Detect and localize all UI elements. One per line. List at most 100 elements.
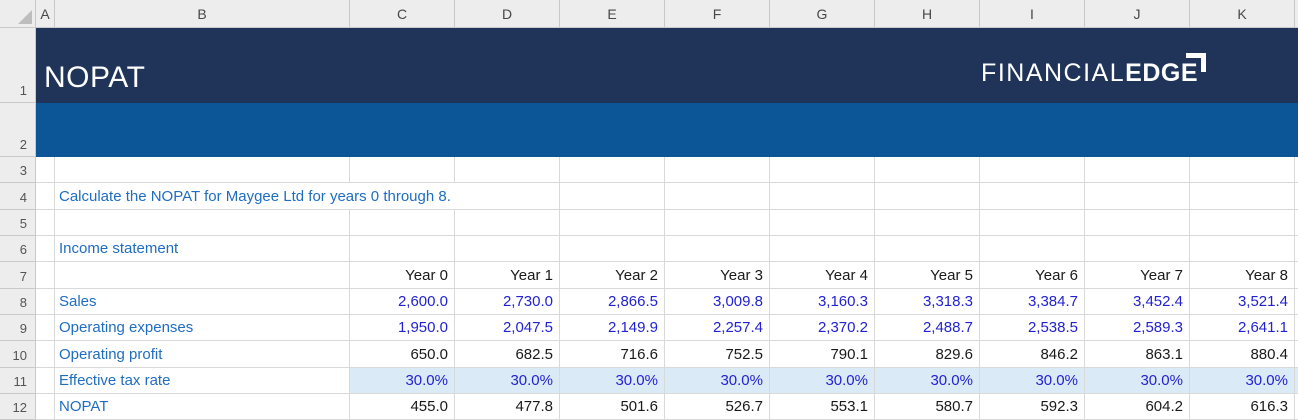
value-cell[interactable]: 2,488.7 (875, 315, 980, 340)
value-cell[interactable]: 592.3 (980, 394, 1085, 419)
column-header-F[interactable]: F (665, 0, 770, 27)
cell-empty[interactable] (1190, 236, 1295, 261)
row-label-cell[interactable]: Effective tax rate (55, 368, 350, 393)
cell-empty[interactable] (770, 236, 875, 261)
value-cell[interactable]: 3,009.8 (665, 289, 770, 314)
value-cell[interactable]: 1,950.0 (350, 315, 455, 340)
cell-empty[interactable] (455, 157, 560, 182)
value-cell[interactable]: 30.0% (980, 368, 1085, 393)
year-header-cell[interactable]: Year 4 (770, 262, 875, 288)
cell-empty[interactable] (875, 210, 980, 235)
value-cell[interactable]: 30.0% (875, 368, 980, 393)
value-cell[interactable]: 880.4 (1190, 341, 1295, 367)
column-header-E[interactable]: E (560, 0, 665, 27)
value-cell[interactable]: 553.1 (770, 394, 875, 419)
cell-empty[interactable] (560, 236, 665, 261)
cell-empty[interactable] (36, 157, 55, 182)
cell-empty[interactable] (36, 341, 55, 367)
value-cell[interactable]: 2,641.1 (1190, 315, 1295, 340)
value-cell[interactable]: 716.6 (560, 341, 665, 367)
value-cell[interactable]: 477.8 (455, 394, 560, 419)
value-cell[interactable]: 3,318.3 (875, 289, 980, 314)
value-cell[interactable]: 30.0% (1190, 368, 1295, 393)
value-cell[interactable]: 3,521.4 (1190, 289, 1295, 314)
row-label-cell[interactable]: Operating profit (55, 341, 350, 367)
column-header-H[interactable]: H (875, 0, 980, 27)
year-header-cell[interactable]: Year 7 (1085, 262, 1190, 288)
value-cell[interactable]: 846.2 (980, 341, 1085, 367)
row-label-cell[interactable]: Sales (55, 289, 350, 314)
cell-empty[interactable] (36, 289, 55, 314)
column-header-J[interactable]: J (1085, 0, 1190, 27)
value-cell[interactable]: 752.5 (665, 341, 770, 367)
year-header-cell[interactable]: Year 3 (665, 262, 770, 288)
value-cell[interactable]: 682.5 (455, 341, 560, 367)
column-header-D[interactable]: D (455, 0, 560, 27)
value-cell[interactable]: 863.1 (1085, 341, 1190, 367)
row-header-10[interactable]: 10 (0, 341, 35, 368)
value-cell[interactable]: 2,538.5 (980, 315, 1085, 340)
year-header-cell[interactable]: Year 2 (560, 262, 665, 288)
year-header-cell[interactable]: Year 1 (455, 262, 560, 288)
year-header-cell[interactable]: Year 6 (980, 262, 1085, 288)
row-header-2[interactable]: 2 (0, 103, 35, 157)
cell-empty[interactable] (350, 210, 455, 235)
cell-empty[interactable] (36, 315, 55, 340)
cell-empty[interactable] (1085, 210, 1190, 235)
cell-empty[interactable] (1085, 183, 1190, 209)
value-cell[interactable]: 829.6 (875, 341, 980, 367)
row-header-1[interactable]: 1 (0, 28, 35, 103)
cell-empty[interactable] (980, 236, 1085, 261)
column-header-C[interactable]: C (350, 0, 455, 27)
value-cell[interactable]: 30.0% (770, 368, 875, 393)
cell-empty[interactable] (980, 183, 1085, 209)
row-header-7[interactable]: 7 (0, 262, 35, 289)
value-cell[interactable]: 2,730.0 (455, 289, 560, 314)
cell-empty[interactable] (770, 210, 875, 235)
value-cell[interactable]: 30.0% (560, 368, 665, 393)
cell-empty[interactable] (55, 210, 350, 235)
value-cell[interactable]: 2,149.9 (560, 315, 665, 340)
cell-empty[interactable] (560, 210, 665, 235)
value-cell[interactable]: 2,257.4 (665, 315, 770, 340)
value-cell[interactable]: 604.2 (1085, 394, 1190, 419)
row-header-8[interactable]: 8 (0, 289, 35, 315)
row-header-9[interactable]: 9 (0, 315, 35, 341)
cell-empty[interactable] (36, 394, 55, 419)
cell-empty[interactable] (560, 157, 665, 182)
cell-empty[interactable] (665, 183, 770, 209)
row-label-cell[interactable]: Operating expenses (55, 315, 350, 340)
cell-empty[interactable] (980, 157, 1085, 182)
value-cell[interactable]: 3,160.3 (770, 289, 875, 314)
cell-empty[interactable] (875, 236, 980, 261)
value-cell[interactable]: 30.0% (1085, 368, 1190, 393)
column-header-K[interactable]: K (1190, 0, 1295, 27)
value-cell[interactable]: 616.3 (1190, 394, 1295, 419)
value-cell[interactable]: 650.0 (350, 341, 455, 367)
cell-empty[interactable] (665, 210, 770, 235)
cell-empty[interactable] (36, 368, 55, 393)
cell-empty[interactable] (875, 157, 980, 182)
cell-empty[interactable] (36, 236, 55, 261)
cell-empty[interactable] (1190, 183, 1295, 209)
cell-empty[interactable] (36, 262, 55, 288)
year-header-cell[interactable]: Year 8 (1190, 262, 1295, 288)
value-cell[interactable]: 2,600.0 (350, 289, 455, 314)
column-header-B[interactable]: B (55, 0, 350, 27)
value-cell[interactable]: 580.7 (875, 394, 980, 419)
column-header-A[interactable]: A (36, 0, 55, 27)
value-cell[interactable]: 30.0% (350, 368, 455, 393)
cell-empty[interactable] (455, 210, 560, 235)
row-header-11[interactable]: 11 (0, 368, 35, 394)
cell-empty[interactable] (665, 236, 770, 261)
cell-empty[interactable] (55, 157, 350, 182)
cell-empty[interactable] (875, 183, 980, 209)
cell-empty[interactable] (55, 262, 350, 288)
cell-empty[interactable] (1190, 157, 1295, 182)
cell-empty[interactable] (1085, 236, 1190, 261)
year-header-cell[interactable]: Year 0 (350, 262, 455, 288)
value-cell[interactable]: 3,452.4 (1085, 289, 1190, 314)
cell-empty[interactable] (350, 236, 455, 261)
cell-empty[interactable] (350, 157, 455, 182)
cell-empty[interactable] (980, 210, 1085, 235)
